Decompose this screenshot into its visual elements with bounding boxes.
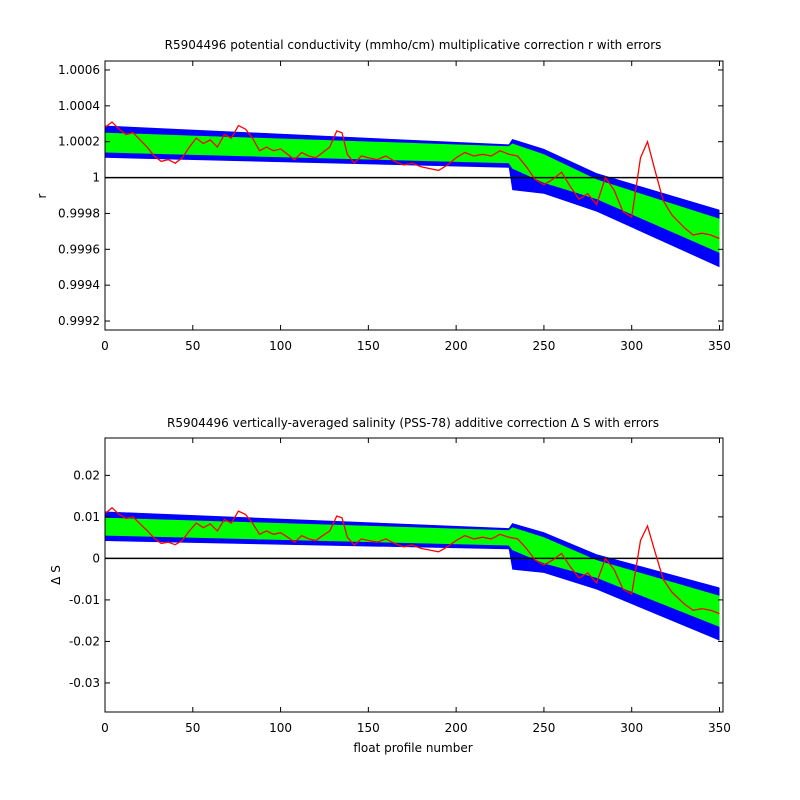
plot-area-group: 0 50 100 150 200 250 300 350 -0.03 -0.02 -0.01 0 0.0…	[69, 437, 731, 735]
x-tick-label: 150	[357, 339, 380, 353]
chart-conductivity: R5904496 potential conductivity (mmho/cm…	[35, 38, 731, 353]
y-tick-label: 0.9996	[58, 242, 100, 256]
y-tick-label: 1.0002	[58, 135, 100, 149]
x-tick-label: 300	[620, 721, 643, 735]
axes-box	[104, 60, 724, 331]
error-band-outer	[105, 125, 720, 268]
y-tick-label: -0.03	[69, 676, 100, 690]
x-tick-label: 200	[445, 721, 468, 735]
series-line	[104, 506, 720, 615]
x-tick-label: 200	[445, 339, 468, 353]
y-tick-label: 1	[92, 171, 100, 185]
x-tick-label: 250	[532, 721, 555, 735]
error-band-inner	[105, 132, 720, 253]
y-tick-label: -0.02	[69, 634, 100, 648]
series-line	[104, 121, 720, 240]
x-tick-label: 50	[185, 721, 200, 735]
x-axis-label: float profile number	[353, 741, 472, 755]
x-tick-label: 0	[101, 721, 109, 735]
y-tick-label: 1.0006	[58, 63, 100, 77]
error-band-outer	[105, 511, 720, 641]
x-tick-label: 50	[185, 339, 200, 353]
error-band-inner	[105, 517, 720, 627]
x-tick-label: 300	[620, 339, 643, 353]
y-tick-label: 0.9994	[58, 278, 100, 292]
y-tick-label: 1.0004	[58, 99, 100, 113]
x-tick-label: 100	[269, 721, 292, 735]
x-tick-label: 150	[357, 721, 380, 735]
y-tick-label: 0.9992	[58, 314, 100, 328]
y-tick-label: 0.01	[73, 510, 100, 524]
y-tick-label: 0.02	[73, 468, 100, 482]
y-tick-label: 0.9998	[58, 206, 100, 220]
x-tick-label: 250	[532, 339, 555, 353]
x-tick-label: 350	[708, 721, 731, 735]
y-tick-label: -0.01	[69, 593, 100, 607]
chart-title: R5904496 potential conductivity (mmho/cm…	[165, 38, 662, 52]
plot-area-group: 0 50 100 150 200 250 300 350 0.9992 0.9994 0.9996 0…	[58, 60, 731, 353]
x-tick-label: 100	[269, 339, 292, 353]
y-axis-label: Δ S	[49, 565, 63, 585]
chart-title: R5904496 vertically-averaged salinity (P…	[167, 416, 659, 430]
x-tick-label: 0	[101, 339, 109, 353]
y-axis-label: r	[35, 193, 49, 198]
axes-box	[104, 437, 724, 713]
chart-salinity: R5904496 vertically-averaged salinity (P…	[49, 416, 731, 755]
x-tick-label: 350	[708, 339, 731, 353]
y-tick-label: 0	[92, 551, 100, 565]
